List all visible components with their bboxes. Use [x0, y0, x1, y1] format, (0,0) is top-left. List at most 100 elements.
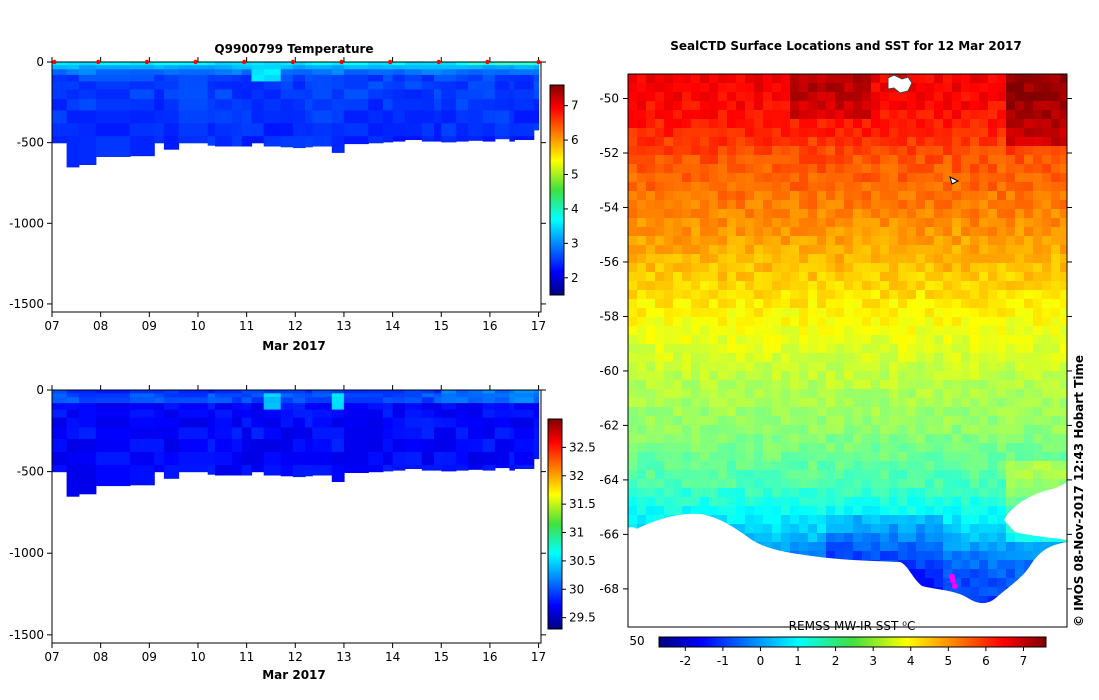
section-cell [78, 99, 97, 111]
sst-cell [952, 101, 962, 111]
sst-cell [979, 191, 989, 201]
sst-cell [817, 83, 827, 93]
sst-cell [754, 128, 764, 138]
sst-cell [925, 479, 935, 489]
sst-cell [961, 254, 971, 264]
sst-cell [988, 533, 998, 543]
section-cell [441, 81, 457, 91]
sst-cell [925, 506, 935, 516]
sst-cell [664, 470, 674, 480]
sst-cell [799, 497, 809, 507]
sst-cell [700, 506, 710, 516]
section-cell [404, 81, 423, 91]
sst-cell [763, 209, 773, 219]
section-cell [421, 99, 435, 111]
sst-cell [907, 362, 917, 372]
section-cell [514, 65, 535, 70]
sst-cell [880, 407, 890, 417]
section-cell [263, 397, 282, 404]
sst-cell [628, 74, 638, 84]
sst-cell [853, 74, 863, 84]
sst-cell [871, 173, 881, 183]
sst-cell [637, 380, 647, 390]
section-cell [292, 136, 306, 149]
sst-cell [799, 416, 809, 426]
sst-cell [682, 164, 692, 174]
x-tick-label: 10 [190, 319, 205, 333]
sst-cell [979, 101, 989, 111]
sst-cell [844, 335, 854, 345]
section-cell [95, 439, 131, 453]
sst-cell [889, 434, 899, 444]
sst-cell [880, 353, 890, 363]
section-cell [382, 439, 394, 453]
section-cell [343, 403, 369, 411]
section-cell [343, 465, 369, 473]
sst-cell [790, 371, 800, 381]
sst-cell [673, 236, 683, 246]
sst-cell [808, 119, 818, 129]
section-cell [312, 465, 333, 476]
sst-cell [1015, 560, 1025, 570]
sst-cell [799, 164, 809, 174]
section-cell [312, 417, 333, 429]
sst-cell [844, 209, 854, 219]
sst-cell [1051, 101, 1061, 111]
sst-cell [826, 83, 836, 93]
section-cell [178, 110, 209, 124]
sst-cell [646, 110, 656, 120]
sst-cell [718, 272, 728, 282]
sst-cell [943, 227, 953, 237]
sst-cell [1060, 470, 1067, 480]
sst-cell [718, 452, 728, 462]
sst-cell [1006, 353, 1016, 363]
sst-cell [682, 398, 692, 408]
sst-cell [826, 92, 836, 102]
sst-cell [1015, 209, 1025, 219]
sst-cell [988, 470, 998, 480]
sst-cell [907, 389, 917, 399]
sst-cell [1033, 245, 1043, 255]
sst-cell [646, 101, 656, 111]
sst-cell [664, 245, 674, 255]
section-cell [163, 65, 180, 70]
sst-cell [646, 83, 656, 93]
sst-cell [1060, 479, 1067, 489]
sst-cell [709, 398, 719, 408]
sst-cell [655, 173, 665, 183]
sst-cell [844, 164, 854, 174]
sst-cell [862, 146, 872, 156]
sst-cell [871, 110, 881, 120]
sst-cell [790, 272, 800, 282]
sst-cell [646, 92, 656, 102]
sst-cell [1024, 443, 1034, 453]
sst-cell [1042, 155, 1052, 165]
section-cell [251, 99, 265, 111]
sst-cell [1015, 272, 1025, 282]
sst-cell [907, 344, 917, 354]
sst-cell [727, 164, 737, 174]
sst-cell [700, 227, 710, 237]
sst-cell [961, 74, 971, 84]
sst-cell [754, 272, 764, 282]
section-cell [468, 74, 484, 82]
sst-cell [943, 524, 953, 534]
section-cell [434, 439, 442, 453]
sst-cell [718, 128, 728, 138]
sst-cell [700, 344, 710, 354]
sst-cell [898, 434, 908, 444]
sst-cell [997, 308, 1007, 318]
sst-cell [862, 407, 872, 417]
sst-cell [1042, 353, 1052, 363]
sst-cell [853, 245, 863, 255]
sst-cell [691, 281, 701, 291]
sst-cell [871, 353, 881, 363]
sst-cell [637, 407, 647, 417]
sst-cell [907, 254, 917, 264]
sst-cell [952, 263, 962, 273]
section-cell [263, 69, 282, 76]
sst-cell [1042, 533, 1052, 543]
section-cell [207, 74, 216, 82]
sst-cell [700, 362, 710, 372]
section-cell [292, 397, 306, 404]
